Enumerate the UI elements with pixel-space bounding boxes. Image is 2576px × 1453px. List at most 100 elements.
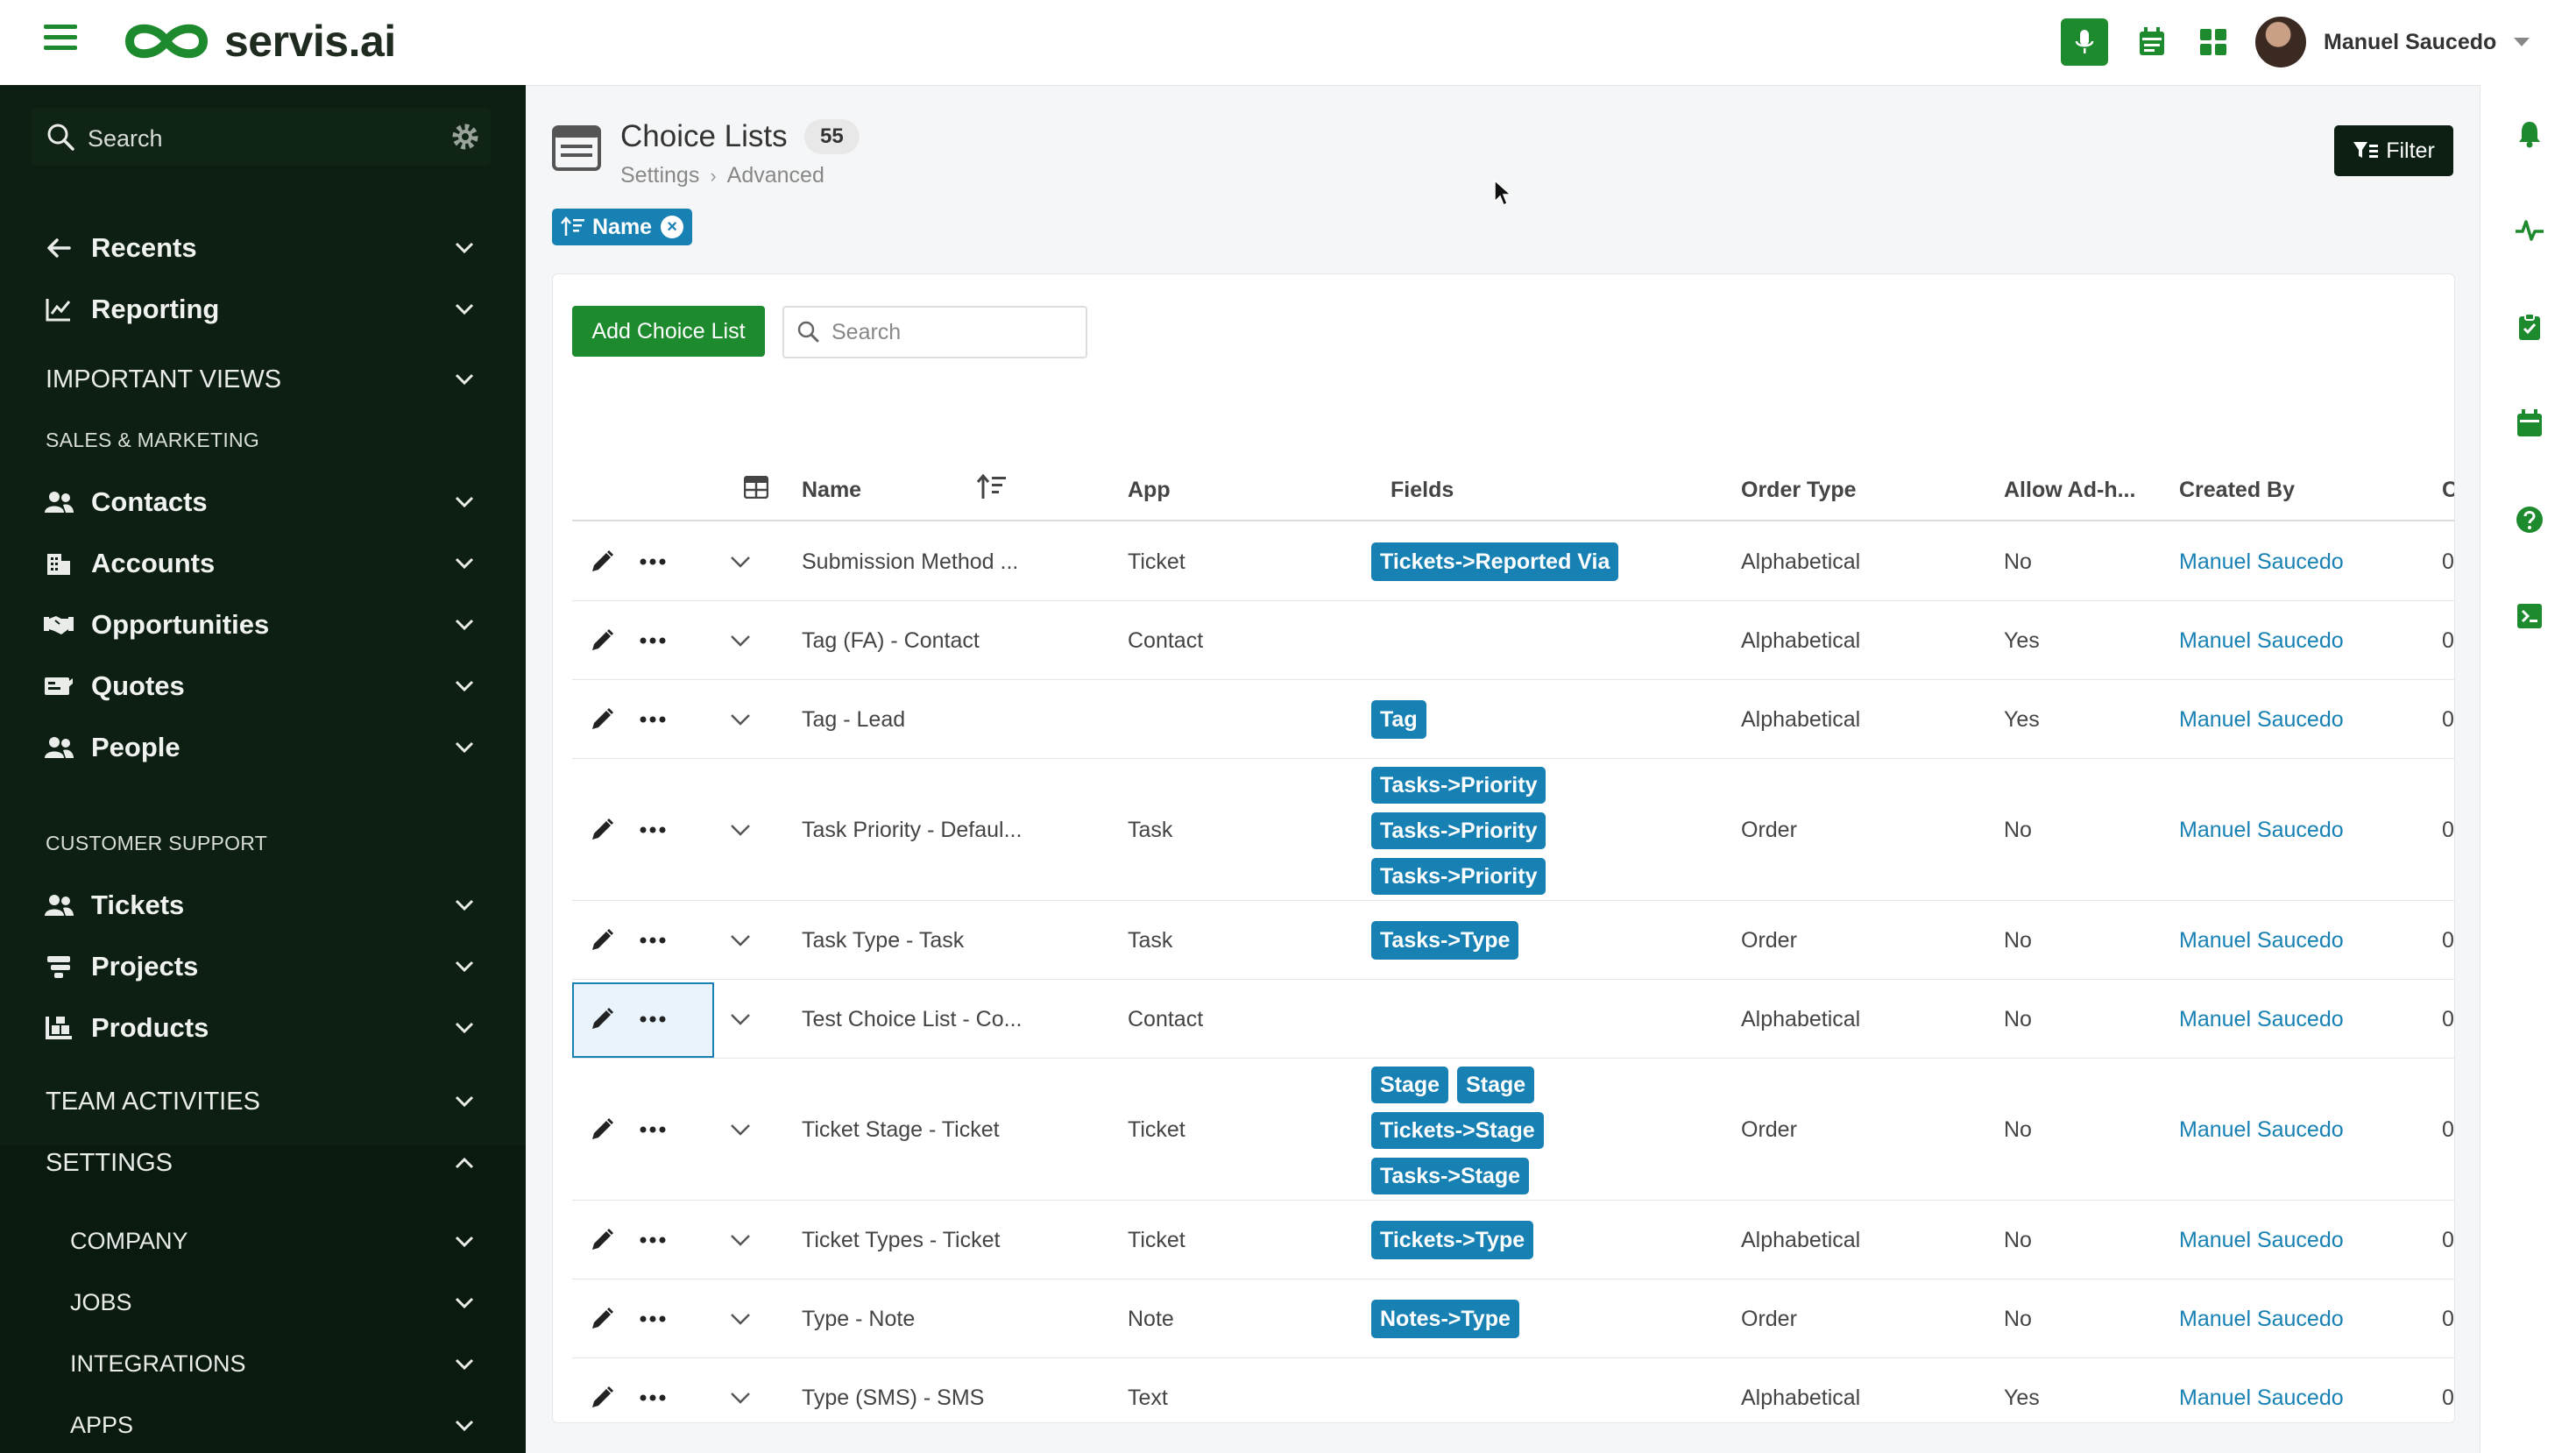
chevron-down-icon[interactable] [726,705,754,734]
sidebar-item-contacts[interactable]: Contacts [0,476,526,528]
chevron-down-icon[interactable] [454,1419,475,1433]
cell-created-by[interactable]: Manuel Saucedo [2179,1386,2344,1410]
sidebar-item-tickets[interactable]: Tickets [0,879,526,932]
chevron-down-icon[interactable] [454,372,475,386]
gear-icon[interactable] [450,122,480,152]
user-name[interactable]: Manuel Saucedo [2324,29,2497,54]
field-tag[interactable]: Tickets->Reported Via [1371,542,1619,581]
field-tag[interactable]: Tasks->Priority [1371,858,1546,895]
column-header-order-type[interactable]: Order Type [1741,478,1857,502]
column-header-allow-adhoc[interactable]: Allow Ad-h... [2004,478,2136,502]
edit-pencil-icon[interactable] [586,1382,618,1414]
chevron-down-icon[interactable] [2514,38,2530,46]
search-input[interactable] [830,318,1070,346]
chevron-down-icon[interactable] [454,556,475,571]
more-options-icon[interactable] [635,1303,670,1335]
microphone-button[interactable] [2061,18,2108,66]
logo[interactable]: servis.ai [121,12,396,70]
more-options-icon[interactable] [635,814,670,846]
clipboard-icon[interactable] [2512,309,2547,344]
table-row[interactable]: Tag - Lead Tag Alphabetical Yes Manuel S… [572,679,2454,759]
chevron-down-icon[interactable] [726,548,754,576]
field-tag[interactable]: Tickets->Type [1371,1221,1534,1259]
chevron-down-icon[interactable] [726,1116,754,1144]
table-row[interactable]: Task Priority - Defaul... Task Tasks->Pr… [572,758,2454,901]
sidebar-search[interactable]: Search [32,108,491,166]
more-options-icon[interactable] [635,1114,670,1145]
menu-icon[interactable] [44,25,77,58]
sidebar-item-company[interactable]: COMPANY [0,1216,526,1268]
edit-pencil-icon[interactable] [586,925,618,956]
edit-pencil-icon[interactable] [586,704,618,735]
table-row[interactable]: Submission Method ... Ticket Tickets->Re… [572,521,2454,601]
edit-pencil-icon[interactable] [586,1114,618,1145]
chevron-down-icon[interactable] [454,679,475,693]
chevron-down-icon[interactable] [454,1357,475,1371]
cell-created-by[interactable]: Manuel Saucedo [2179,549,2344,574]
sidebar-item-apps[interactable]: APPS [0,1400,526,1452]
more-options-icon[interactable] [635,704,670,735]
edit-pencil-icon[interactable] [586,1003,618,1035]
cell-created-by[interactable]: Manuel Saucedo [2179,1307,2344,1331]
table-columns-icon[interactable] [744,476,768,499]
breadcrumb-advanced[interactable]: Advanced [726,163,824,188]
table-row[interactable]: Task Type - Task Task Tasks->Type Order … [572,900,2454,980]
sidebar-item-projects[interactable]: Projects [0,940,526,993]
edit-pencil-icon[interactable] [586,625,618,656]
sidebar-item-accounts[interactable]: Accounts [0,537,526,590]
chevron-down-icon[interactable] [726,627,754,655]
chevron-down-icon[interactable] [454,495,475,509]
sidebar-item-recents[interactable]: Recents [0,222,526,274]
add-choice-list-button[interactable]: Add Choice List [572,306,765,357]
edit-pencil-icon[interactable] [586,1224,618,1256]
sidebar-item-products[interactable]: Products [0,1002,526,1054]
field-tag[interactable]: Tasks->Priority [1371,767,1546,804]
cell-created-by[interactable]: Manuel Saucedo [2179,1007,2344,1031]
filter-button[interactable]: Filter [2334,125,2453,176]
field-tag[interactable]: Tickets->Stage [1371,1112,1544,1149]
cell-created-by[interactable]: Manuel Saucedo [2179,1117,2344,1142]
cell-created-by[interactable]: Manuel Saucedo [2179,1228,2344,1252]
cell-created-by[interactable]: Manuel Saucedo [2179,628,2344,653]
field-tag[interactable]: Tasks->Type [1371,921,1519,960]
chevron-down-icon[interactable] [454,1095,475,1109]
chevron-down-icon[interactable] [726,926,754,954]
field-tag[interactable]: Tasks->Stage [1371,1158,1530,1194]
sidebar-item-quotes[interactable]: Quotes [0,660,526,712]
chevron-up-icon[interactable] [454,1156,475,1170]
sidebar-item-jobs[interactable]: JOBS [0,1277,526,1329]
chevron-down-icon[interactable] [726,1305,754,1333]
edit-pencil-icon[interactable] [586,546,618,578]
close-icon[interactable]: × [661,216,684,238]
chevron-down-icon[interactable] [726,1384,754,1412]
chevron-down-icon[interactable] [454,741,475,755]
terminal-icon[interactable] [2512,599,2547,634]
sidebar-item-people[interactable]: People [0,721,526,774]
calendar-button[interactable] [2134,25,2169,60]
table-row[interactable]: Tag (FA) - Contact Contact Alphabetical … [572,600,2454,680]
sort-chip[interactable]: Name × [552,209,693,245]
edit-pencil-icon[interactable] [586,1303,618,1335]
more-options-icon[interactable] [635,625,670,656]
column-header-created-by[interactable]: Created By [2179,478,2295,502]
column-header-name[interactable]: Name [802,478,862,502]
chevron-down-icon[interactable] [726,1226,754,1254]
breadcrumb-settings[interactable]: Settings [620,163,700,188]
sidebar-important-views[interactable]: IMPORTANT VIEWS [0,353,526,406]
help-icon[interactable] [2512,502,2547,537]
chevron-down-icon[interactable] [454,1296,475,1310]
sidebar-team-activities[interactable]: TEAM ACTIVITIES [0,1075,526,1128]
chevron-down-icon[interactable] [454,618,475,632]
table-row[interactable]: Type (SMS) - SMS Text Alphabetical Yes M… [572,1357,2454,1422]
field-tag[interactable]: Tag [1371,700,1426,739]
field-tag[interactable]: Notes->Type [1371,1300,1519,1338]
more-options-icon[interactable] [635,1382,670,1414]
field-tag[interactable]: Stage [1371,1067,1449,1103]
table-row[interactable]: Type - Note Note Notes->Type Order No Ma… [572,1279,2454,1358]
sidebar-item-reporting[interactable]: Reporting [0,283,526,336]
chevron-down-icon[interactable] [454,1021,475,1035]
column-header-created[interactable]: Crea [2442,478,2454,503]
chevron-down-icon[interactable] [454,241,475,255]
apps-grid-button[interactable] [2196,25,2231,60]
sidebar-item-integrations[interactable]: INTEGRATIONS [0,1338,526,1391]
